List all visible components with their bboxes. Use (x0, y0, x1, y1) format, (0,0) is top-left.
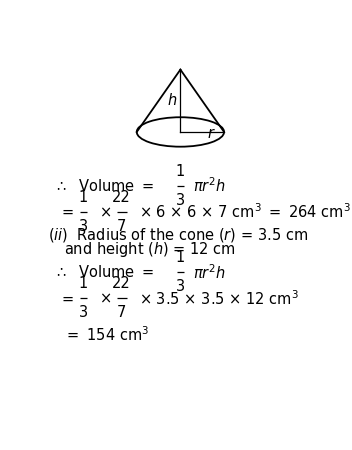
Text: 3: 3 (176, 279, 185, 294)
Text: $\times$ 3.5 $\times$ 3.5 $\times$ 12 cm$^3$: $\times$ 3.5 $\times$ 3.5 $\times$ 12 cm… (139, 289, 299, 308)
Text: $\pi r^2 h$: $\pi r^2 h$ (193, 263, 226, 282)
Text: 7: 7 (117, 305, 126, 320)
Text: 1: 1 (176, 164, 185, 179)
Text: and height $(h)$ = 12 cm: and height $(h)$ = 12 cm (64, 240, 237, 259)
Text: 1: 1 (79, 276, 88, 291)
Text: $=$ 154 cm$^3$: $=$ 154 cm$^3$ (64, 325, 150, 344)
Text: $(ii)$  Radius of the cone $(r)$ = 3.5 cm: $(ii)$ Radius of the cone $(r)$ = 3.5 cm (48, 226, 308, 244)
Text: 3: 3 (176, 193, 185, 207)
Text: 22: 22 (112, 190, 131, 205)
Text: $=$: $=$ (59, 204, 75, 219)
Text: $\therefore$  Volume $=$: $\therefore$ Volume $=$ (54, 264, 153, 280)
Text: 1: 1 (79, 190, 88, 205)
Text: 1: 1 (176, 250, 185, 266)
Text: $\therefore$  Volume $=$: $\therefore$ Volume $=$ (54, 178, 153, 194)
Text: 7: 7 (117, 219, 126, 234)
Text: $h$: $h$ (166, 92, 177, 108)
Text: $\times$: $\times$ (99, 291, 111, 306)
Text: 3: 3 (79, 219, 88, 234)
Text: $\pi r^2 h$: $\pi r^2 h$ (193, 176, 226, 195)
Text: $=$: $=$ (59, 291, 75, 306)
Text: 3: 3 (79, 305, 88, 320)
Text: $r$: $r$ (207, 126, 216, 141)
Text: 22: 22 (112, 276, 131, 291)
Text: $\times$: $\times$ (99, 204, 111, 219)
Text: $\times$ 6 $\times$ 6 $\times$ 7 cm$^3$ $=$ 264 cm$^3$: $\times$ 6 $\times$ 6 $\times$ 7 cm$^3$ … (139, 202, 351, 221)
